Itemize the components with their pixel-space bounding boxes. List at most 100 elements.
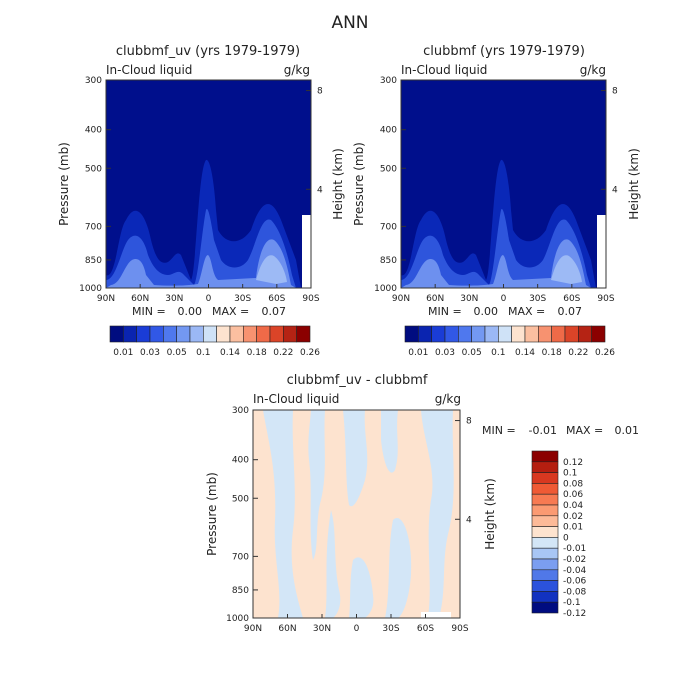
panel-1-y2-tick-label: 4: [317, 185, 323, 195]
panel-2-colorbar-cell: [484, 325, 499, 343]
panel-3-min-value: -0.01: [529, 424, 557, 437]
panel-1-min-label: MIN =: [132, 305, 166, 318]
panel-1-x-ticks: 90N 60N 30N 0 30S 60S 90S: [97, 284, 320, 304]
panel-2-x-tick-label: 0: [501, 294, 507, 304]
panel-2-colorbar-cell: [471, 325, 486, 343]
panel-2-units: g/kg: [580, 63, 606, 77]
panel-3-x-tick-label: 60N: [278, 624, 296, 634]
panel-2-colorbar-cell: [524, 325, 539, 343]
panel-3-colorbar: 0.120.10.080.060.040.020.010-0.01-0.02-0…: [531, 450, 587, 619]
panel-1-colorbar-cell: [203, 325, 217, 343]
panel-3-y2-tick-label: 8: [466, 417, 472, 427]
page-title: ANN: [331, 13, 368, 33]
panel-3-colorbar-label: -0.04: [563, 566, 587, 576]
panel-3-y-tick-label: 1000: [226, 614, 249, 624]
panel-3-colorbar-label: -0.12: [563, 609, 586, 619]
panel-1-y-tick-label: 500: [85, 164, 102, 174]
panel-1-colorbar-cell: [216, 325, 231, 343]
panel-1-plot: [105, 79, 312, 289]
panel-1-x-tick-label: 60N: [131, 294, 149, 304]
panel-2-colorbar-label: 0.22: [568, 348, 588, 358]
panel-2-band-mid: [401, 209, 591, 288]
panel-1-colorbar-cell: [269, 325, 284, 343]
panel-3-colorbar-cell: [531, 537, 559, 549]
panel-1-colorbar-label: 0.26: [300, 348, 320, 358]
panel-1-colorbar-label: 0.03: [140, 348, 160, 358]
panel-3-x-tick-label: 60S: [417, 624, 434, 634]
panel-2-colorbar-cell: [458, 325, 472, 343]
panel-2-colorbar-cell: [578, 325, 592, 343]
panel-1-colorbar-label: 0.18: [247, 348, 267, 358]
panel-2-title: clubbmf (yrs 1979-1979): [423, 44, 585, 59]
panel-3-neg-7: [385, 518, 412, 618]
panel-3-y2-tick-label: 4: [466, 515, 472, 525]
panel-3-colorbar-cell: [531, 483, 559, 495]
panel-3-colorbar-cell: [531, 450, 559, 463]
panel-2-colorbar-cell: [404, 325, 419, 343]
panel-3-colorbar-cell: [531, 601, 559, 614]
panel-1-y-tick-label: 300: [85, 76, 102, 86]
panel-3-y2-ticks: 84: [455, 417, 472, 525]
panel-1-max-value: 0.07: [262, 305, 287, 318]
panel-3-y-tick-label: 850: [232, 586, 249, 596]
panel-1-units: g/kg: [284, 63, 310, 77]
panel-1-y-tick-label: 700: [85, 222, 102, 232]
panel-3-x-tick-label: 30S: [382, 624, 399, 634]
panel-1-colorbar-cell: [283, 325, 297, 343]
panel-2-colorbar-cell: [564, 325, 579, 343]
panel-2-x-tick-label: 30N: [460, 294, 478, 304]
panel-3-neg-4: [343, 410, 368, 507]
panel-3-neg-8: [421, 410, 454, 618]
panel-3-x-tick-label: 90S: [451, 624, 468, 634]
panel-3-x-tick-label: 30N: [313, 624, 331, 634]
panel-3-colorbar-cell: [531, 558, 559, 571]
panel-1-colorbar-label: 0.05: [167, 348, 187, 358]
panel-3-colorbar-label: 0.04: [563, 501, 583, 511]
panel-3-colorbar-label: 0: [563, 533, 569, 543]
panel-1-colorbar-cell: [163, 325, 177, 343]
panel-2-min-value: 0.00: [474, 305, 499, 318]
panel-2-colorbar-cell: [538, 325, 552, 343]
panel-3-colorbar-label: -0.08: [563, 587, 587, 597]
panel-2-y-tick-label: 500: [380, 164, 397, 174]
panel-2-y2-ticks: 84: [601, 87, 618, 195]
panel-3-colorbar-label: 0.01: [563, 523, 583, 533]
panel-3: clubbmf_uv - clubbmf In-Cloud liquid g/k…: [205, 373, 639, 634]
panel-2-colorbar-cell: [511, 325, 526, 343]
panel-3-x-tick-label: 90N: [244, 624, 262, 634]
panel-1-min-value: 0.00: [178, 305, 203, 318]
panel-1-left-label: In-Cloud liquid: [106, 63, 192, 77]
panel-3-colorbar-label: -0.01: [563, 544, 586, 554]
panel-1-title: clubbmf_uv (yrs 1979-1979): [116, 44, 300, 59]
panel-3-colorbar-cell: [531, 591, 559, 603]
panel-2: clubbmf (yrs 1979-1979) In-Cloud liquid …: [352, 44, 641, 358]
panel-1-x-tick-label: 90N: [97, 294, 115, 304]
panel-1-colorbar-label: 0.22: [273, 348, 293, 358]
panel-3-min-label: MIN =: [482, 424, 516, 437]
panel-3-colorbar-label: -0.06: [563, 577, 587, 587]
panel-3-colorbar-label: -0.1: [563, 598, 581, 608]
panel-1-y2-tick-label: 8: [317, 87, 323, 97]
panel-2-y-tick-label: 850: [380, 256, 397, 266]
panel-3-units: g/kg: [435, 392, 461, 406]
panel-3-plot: [252, 409, 461, 619]
panel-2-colorbar-label: 0.26: [595, 348, 615, 358]
panel-1-colorbar-cell: [189, 325, 204, 343]
panel-3-y2label: Height (km): [483, 478, 497, 549]
panel-2-ylabel: Pressure (mb): [352, 142, 366, 226]
panel-2-colorbar-label: 0.05: [462, 348, 482, 358]
panel-3-neg-5: [349, 557, 374, 618]
panel-1-y2label: Height (km): [331, 148, 345, 219]
panel-2-y-tick-label: 700: [380, 222, 397, 232]
panel-2-colorbar-cell: [498, 325, 512, 343]
panel-2-colorbar-label: 0.18: [542, 348, 562, 358]
panel-2-x-tick-label: 30S: [529, 294, 546, 304]
panel-1-x-tick-label: 30S: [234, 294, 251, 304]
panel-3-neg-1: [263, 410, 303, 618]
panel-3-colorbar-cell: [531, 472, 559, 484]
panel-2-colorbar-cell: [431, 325, 446, 343]
panel-2-mask: [597, 215, 606, 288]
panel-2-x-tick-label: 60N: [426, 294, 444, 304]
panel-2-max-value: 0.07: [558, 305, 583, 318]
